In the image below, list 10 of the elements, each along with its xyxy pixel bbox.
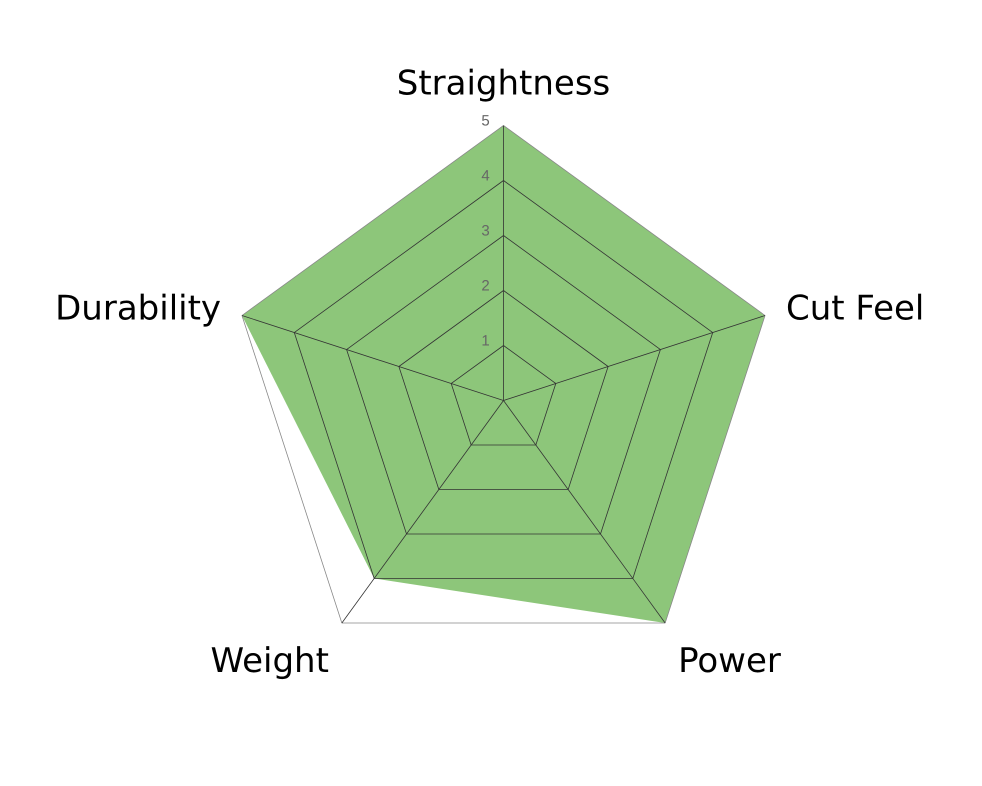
spoke-label: Power <box>678 640 781 681</box>
y-tick-label: 3 <box>481 222 490 240</box>
y-tick-label: 2 <box>481 278 490 294</box>
spoke-label: Cut Feel <box>786 288 924 329</box>
y-tick-label: 5 <box>481 112 490 130</box>
y-tick-label: 4 <box>481 168 490 184</box>
spoke-label: Weight <box>210 640 329 681</box>
spoke-label: Durability <box>55 288 222 329</box>
y-tick-label: 1 <box>481 332 490 350</box>
spoke-label: Straightness <box>396 64 610 104</box>
